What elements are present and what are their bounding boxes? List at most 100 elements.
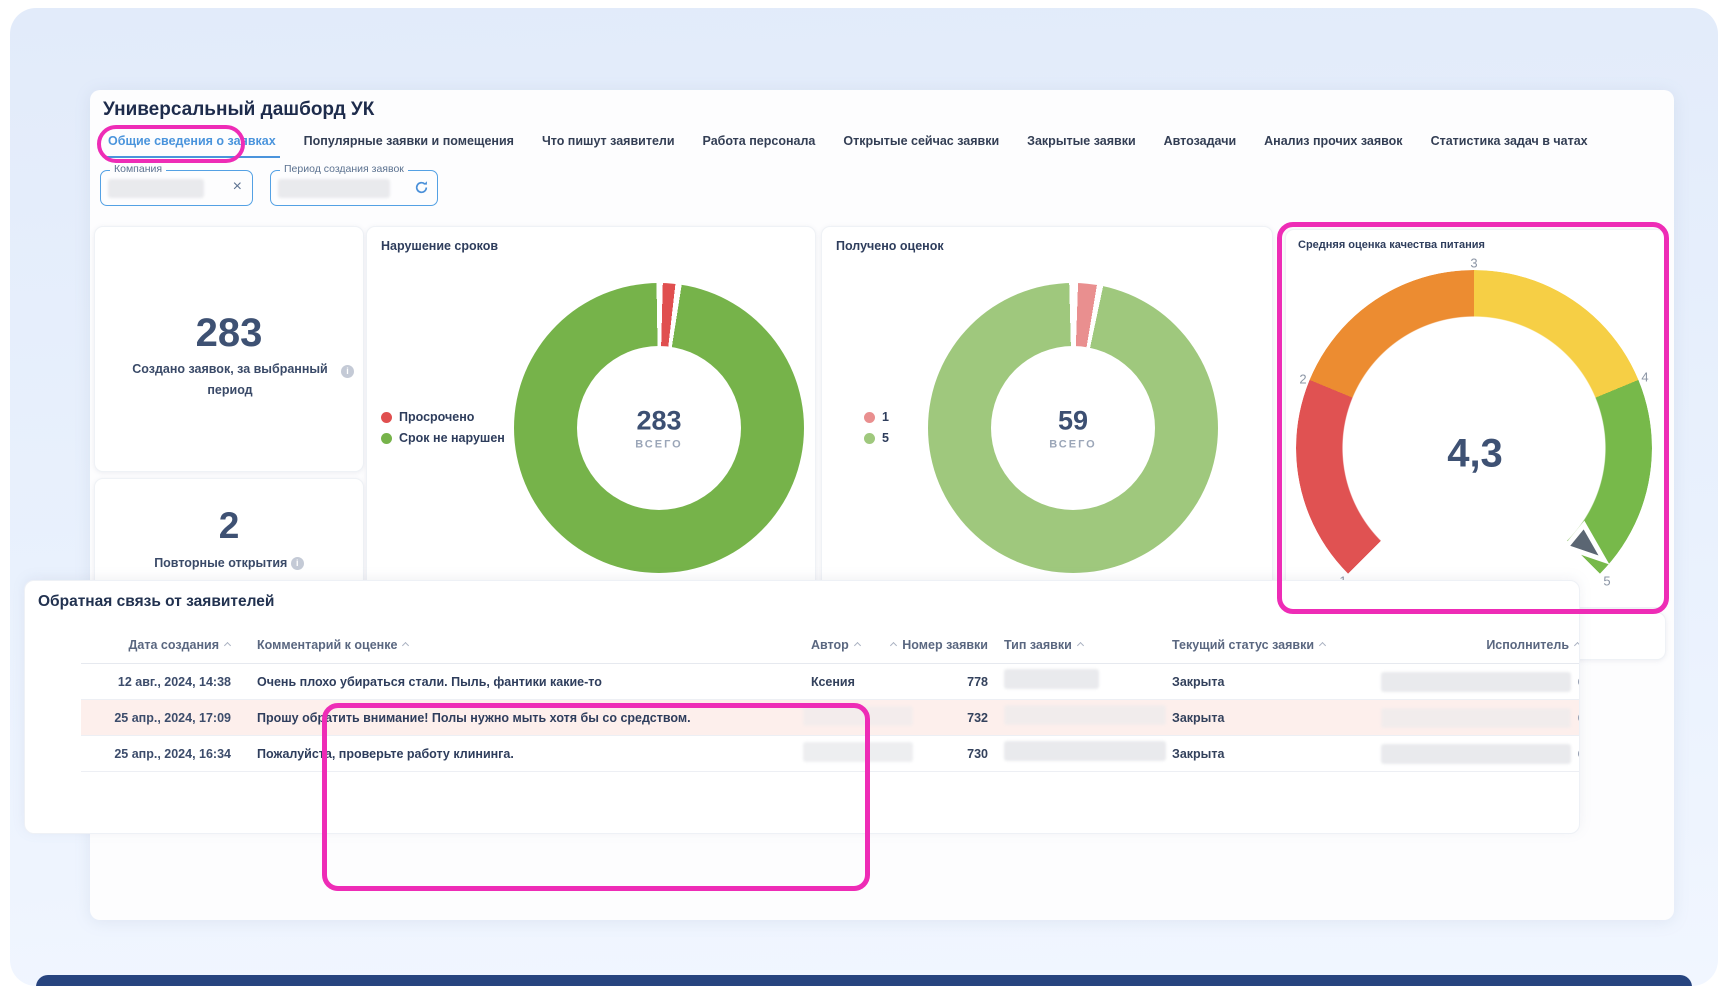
cell-executor-blurred: С xyxy=(1320,744,1580,764)
executor-overflow-text: С xyxy=(1577,675,1580,689)
cell-author: Ксения xyxy=(811,675,881,689)
sort-caret-icon xyxy=(1077,641,1084,648)
legend-label: Срок не нарушен xyxy=(399,431,505,445)
cell-author-blurred xyxy=(811,706,881,729)
gauge-tick-2: 2 xyxy=(1299,372,1306,387)
cell-status: Закрыта xyxy=(1172,675,1312,689)
column-header-author[interactable]: Автор xyxy=(811,638,881,652)
info-icon[interactable]: i xyxy=(291,557,304,570)
cell-author-blurred xyxy=(811,742,881,765)
legend-label: Просрочено xyxy=(399,410,474,424)
tab-other-requests-analysis[interactable]: Анализ прочих заявок xyxy=(1260,128,1406,158)
cell-request-type-blurred xyxy=(1004,741,1164,766)
legend-label: 5 xyxy=(882,431,889,445)
legend-item-rating-1[interactable]: 1 xyxy=(864,410,889,424)
table-row[interactable]: 12 авг., 2024, 14:38 Очень плохо убирать… xyxy=(81,664,1580,700)
gauge-needle-icon xyxy=(1549,510,1629,590)
column-header-type[interactable]: Тип заявки xyxy=(1004,638,1164,652)
column-header-number[interactable]: Номер заявки xyxy=(890,638,988,652)
table-row[interactable]: 25 апр., 2024, 16:34 Пожалуйста, проверь… xyxy=(81,736,1580,772)
reset-icon[interactable] xyxy=(414,180,429,195)
legend-label: 1 xyxy=(882,410,889,424)
table-row-highlighted[interactable]: 25 апр., 2024, 17:09 Прошу обратить вним… xyxy=(81,700,1580,736)
deadline-violation-title: Нарушение сроков xyxy=(381,239,498,253)
tab-staff-work[interactable]: Работа персонала xyxy=(699,128,820,158)
stat-card-created-requests: 283 Создано заявок, за выбранный период … xyxy=(94,226,364,472)
tab-what-applicants-write[interactable]: Что пишут заявители xyxy=(538,128,679,158)
reopenings-label: Повторные открытия i xyxy=(95,553,363,574)
feedback-heading: Обратная связь от заявителей xyxy=(38,593,274,611)
food-quality-value: 4,3 xyxy=(1447,432,1503,477)
legend-dot-green xyxy=(864,433,875,444)
feedback-table-panel: Обратная связь от заявителей Дата создан… xyxy=(24,580,1580,834)
cell-status: Закрыта xyxy=(1172,711,1312,725)
sort-caret-icon xyxy=(224,641,231,648)
food-quality-gauge-card: Средняя оценка качества питания 1 2 3 4 … xyxy=(1285,229,1666,608)
sort-caret-icon xyxy=(1319,641,1326,648)
sort-caret-icon xyxy=(890,641,897,648)
cell-request-type-blurred xyxy=(1004,705,1164,730)
info-icon[interactable]: i xyxy=(341,365,354,378)
company-filter[interactable]: Компания × xyxy=(100,170,253,206)
column-header-date[interactable]: Дата создания xyxy=(129,638,231,652)
deadline-violation-legend: Просрочено Срок не нарушен xyxy=(381,410,505,445)
feedback-table-header: Дата создания Комментарий к оценке Автор… xyxy=(81,626,1580,664)
legend-item-rating-5[interactable]: 5 xyxy=(864,431,889,445)
tab-general-info[interactable]: Общие сведения о заявках xyxy=(104,128,280,158)
reopenings-value: 2 xyxy=(95,505,363,547)
legend-dot-green xyxy=(381,433,392,444)
sort-caret-icon xyxy=(402,641,409,648)
gauge-tick-4: 4 xyxy=(1641,370,1648,385)
executor-overflow-text: С xyxy=(1577,711,1580,725)
tab-popular-requests[interactable]: Популярные заявки и помещения xyxy=(300,128,518,158)
donut-total-value: 59 xyxy=(1049,406,1096,437)
period-filter[interactable]: Период создания заявок xyxy=(270,170,438,206)
cell-comment: Прошу обратить внимание! Полы нужно мыть… xyxy=(257,711,797,725)
column-header-comment[interactable]: Комментарий к оценке xyxy=(257,638,797,652)
ratings-received-title: Получено оценок xyxy=(836,239,944,253)
cell-date: 25 апр., 2024, 16:34 xyxy=(85,747,231,761)
food-quality-title: Средняя оценка качества питания xyxy=(1298,239,1485,251)
cell-executor-blurred: С xyxy=(1320,708,1580,728)
column-header-status[interactable]: Текущий статус заявки xyxy=(1172,638,1312,652)
cell-request-number: 778 xyxy=(881,675,988,689)
legend-item-overdue[interactable]: Просрочено xyxy=(381,410,505,424)
company-filter-value-blurred xyxy=(108,179,204,198)
bottom-window-bar xyxy=(36,975,1692,986)
donut-total-label: ВСЕГО xyxy=(1049,439,1096,451)
legend-item-on-time[interactable]: Срок не нарушен xyxy=(381,431,505,445)
donut-center: 283 ВСЕГО xyxy=(635,406,682,451)
cell-request-type-blurred xyxy=(1004,669,1164,694)
clear-icon[interactable]: × xyxy=(233,177,242,197)
gauge-tick-3: 3 xyxy=(1470,256,1477,271)
cell-status: Закрыта xyxy=(1172,747,1312,761)
donut-total-value: 283 xyxy=(635,406,682,437)
tab-chat-task-stats[interactable]: Статистика задач в чатах xyxy=(1427,128,1592,158)
sort-caret-icon xyxy=(854,641,861,648)
company-filter-label: Компания xyxy=(110,163,166,175)
deadline-violation-donut: 283 ВСЕГО xyxy=(514,283,804,573)
page-title: Универсальный дашборд УК xyxy=(103,99,374,121)
tab-bar: Общие сведения о заявках Популярные заяв… xyxy=(104,128,1592,158)
screen-background: Универсальный дашборд УК Общие сведения … xyxy=(10,8,1718,986)
cell-date: 12 авг., 2024, 14:38 xyxy=(85,675,231,689)
reopenings-label-text: Повторные открытия xyxy=(154,556,287,570)
legend-dot-red xyxy=(864,412,875,423)
executor-overflow-text: С xyxy=(1577,747,1580,761)
legend-dot-red xyxy=(381,412,392,423)
cell-comment: Очень плохо убираться стали. Пыль, фанти… xyxy=(257,675,797,689)
created-requests-label: Создано заявок, за выбранный период xyxy=(130,359,330,401)
donut-center: 59 ВСЕГО xyxy=(1049,406,1096,451)
deadline-violation-chart-card: Нарушение сроков Просрочено Срок не нару… xyxy=(366,226,816,606)
tab-autotasks[interactable]: Автозадачи xyxy=(1160,128,1241,158)
tab-open-requests[interactable]: Открытые сейчас заявки xyxy=(839,128,1003,158)
sort-caret-icon xyxy=(1574,641,1580,648)
donut-total-label: ВСЕГО xyxy=(635,439,682,451)
ratings-received-legend: 1 5 xyxy=(864,410,889,445)
column-header-executor[interactable]: Исполнитель xyxy=(1486,638,1580,652)
tab-closed-requests[interactable]: Закрытые заявки xyxy=(1023,128,1140,158)
created-requests-value: 283 xyxy=(95,311,363,356)
cell-executor-blurred: С xyxy=(1320,672,1580,692)
ratings-received-chart-card: Получено оценок 1 5 59 ВСЕГО xyxy=(821,226,1273,606)
cell-comment: Пожалуйста, проверьте работу клининга. xyxy=(257,747,797,761)
